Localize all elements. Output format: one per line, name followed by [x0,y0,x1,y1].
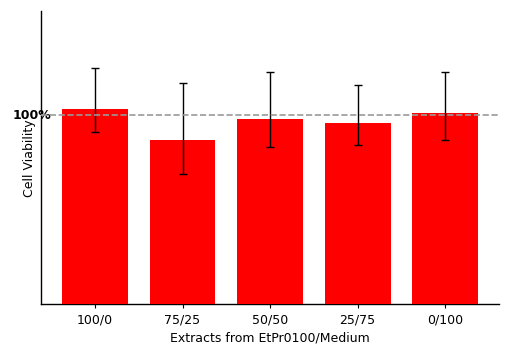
Bar [150,140,215,304]
Bar [412,113,477,304]
Bar [62,110,128,304]
Bar [324,123,390,304]
Bar [237,119,302,304]
X-axis label: Extracts from EtPr0100/Medium: Extracts from EtPr0100/Medium [170,332,369,345]
Y-axis label: Cell Viability: Cell Viability [23,119,36,197]
Text: 100%: 100% [12,109,51,122]
